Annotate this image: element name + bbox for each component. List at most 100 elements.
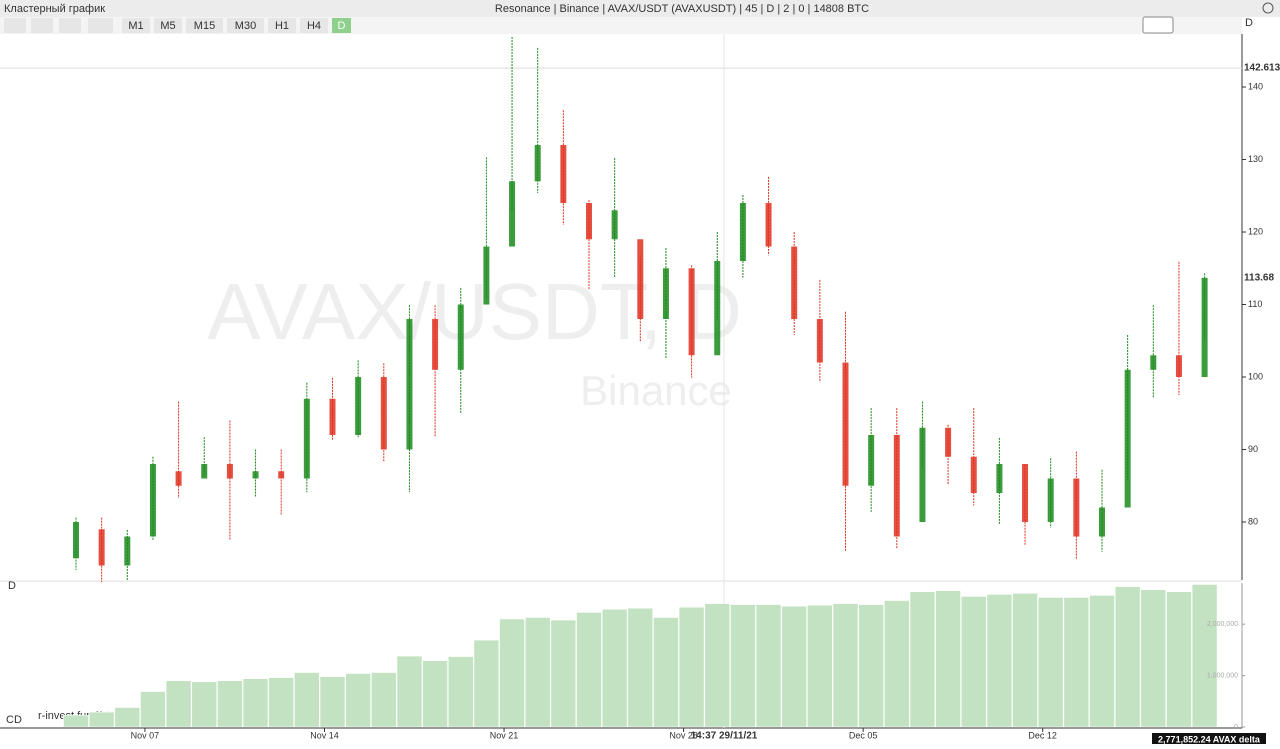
candle-body	[919, 427, 926, 523]
timeframe-button[interactable]	[300, 18, 328, 33]
cd-bar	[576, 612, 602, 728]
candle-body	[355, 377, 362, 436]
cd-bar	[396, 655, 423, 728]
cd-bar	[858, 604, 884, 728]
candle-body	[201, 464, 208, 479]
cd-bar	[524, 617, 551, 728]
candle-body	[662, 268, 669, 320]
cd-bar	[345, 673, 371, 728]
candle-body	[1073, 478, 1080, 537]
y2-tick-label: 1,000,000	[1207, 672, 1238, 679]
timeframe-button[interactable]	[186, 18, 223, 33]
timeframe-button[interactable]	[332, 18, 351, 33]
cd-bar	[1037, 597, 1064, 728]
candle-body	[457, 304, 464, 370]
cd-bar	[1166, 591, 1192, 728]
menu-button[interactable]	[31, 18, 53, 33]
timeframe-label[interactable]: M30	[235, 20, 256, 32]
settings-button[interactable]	[4, 18, 26, 33]
timeframe-label[interactable]: M15	[194, 20, 215, 32]
crosshair-price: 142.613	[1244, 63, 1280, 74]
y-tick-label: 80	[1248, 516, 1258, 526]
cd-bar	[1063, 597, 1090, 728]
candle-body	[73, 522, 79, 559]
candle-body	[996, 464, 1003, 494]
y-tick-label: 90	[1248, 444, 1258, 454]
cd-bar	[550, 619, 577, 728]
candles	[73, 37, 1208, 583]
candle-body	[1124, 369, 1131, 508]
cd-bar	[88, 711, 115, 728]
x-tick-label: Nov 21	[490, 730, 519, 740]
candle-body	[226, 464, 233, 479]
cd-bar	[140, 691, 166, 728]
cd-bar	[499, 618, 525, 728]
cd-bar	[447, 656, 474, 728]
candle-body	[945, 427, 952, 457]
candle-body	[175, 471, 182, 486]
candle-body	[509, 181, 516, 247]
timeframe-label[interactable]: M5	[160, 20, 175, 32]
last-price-label: 113.68	[1244, 272, 1274, 283]
watermark-sub: Binance	[580, 367, 732, 414]
cd-bar	[781, 605, 808, 728]
cd-bar	[960, 596, 987, 728]
x-tick-label: Nov 14	[310, 730, 339, 740]
timeframe-button[interactable]	[268, 18, 296, 33]
candle-body	[534, 145, 541, 182]
y2-tick-label: 0	[1234, 724, 1238, 731]
cd-bar	[217, 680, 243, 728]
cd-bar	[601, 608, 628, 728]
y-tick-label: 110	[1248, 299, 1262, 309]
candle-body	[765, 203, 772, 247]
y-tick-label: 100	[1248, 371, 1263, 381]
timeframe-button[interactable]	[227, 18, 264, 33]
candle-body	[791, 246, 798, 320]
candle-body	[380, 377, 387, 450]
candle-body	[303, 398, 310, 479]
candle-body	[611, 210, 618, 240]
cd-bar	[755, 604, 782, 728]
cd-bar	[653, 617, 679, 728]
window-caption: Resonance | Binance | AVAX/USDT (AVAXUSD…	[495, 3, 869, 15]
cd-bar	[832, 603, 859, 728]
timeframe-button[interactable]	[122, 18, 150, 33]
close-button[interactable]	[88, 18, 113, 33]
candle-body	[816, 319, 823, 363]
timeframe-label[interactable]: H4	[307, 20, 321, 32]
candle-body	[252, 471, 259, 479]
candle-body	[278, 471, 285, 479]
candle-body	[98, 529, 105, 566]
candle-body	[483, 246, 490, 305]
candle-body	[868, 435, 875, 486]
watermark: AVAX/USDT, D	[207, 267, 742, 356]
cd-bar	[63, 714, 89, 728]
cd-bar	[730, 604, 756, 728]
calendar-button[interactable]	[59, 18, 81, 33]
candle-body	[637, 239, 644, 320]
candle-body	[1022, 464, 1029, 523]
timeframe-button[interactable]	[154, 18, 182, 33]
panel-label: D	[1245, 17, 1253, 29]
crosshair-time-bg	[690, 729, 758, 742]
cd-bar	[627, 607, 654, 728]
cd-bar	[678, 606, 705, 728]
x-tick-label: Nov 07	[131, 730, 160, 740]
crosshair-time: 14:37 29/11/21	[691, 731, 758, 742]
cd-bar	[807, 604, 833, 728]
timeframe-label[interactable]: D	[338, 20, 346, 32]
cd-bar	[883, 600, 910, 728]
timeframe-label[interactable]: M1	[128, 20, 143, 32]
last-price-bg	[1243, 270, 1273, 285]
cd-bar	[242, 678, 269, 728]
cd-bar	[422, 660, 448, 728]
candle-body	[560, 145, 567, 204]
draw-button[interactable]	[1142, 16, 1174, 34]
candle-body	[714, 261, 721, 356]
candle-body	[1175, 355, 1182, 378]
y-tick-label: 140	[1248, 81, 1263, 91]
timeframe-label[interactable]: H1	[275, 20, 289, 32]
help-icon[interactable]	[1262, 2, 1274, 14]
cd-bars	[63, 584, 1218, 728]
